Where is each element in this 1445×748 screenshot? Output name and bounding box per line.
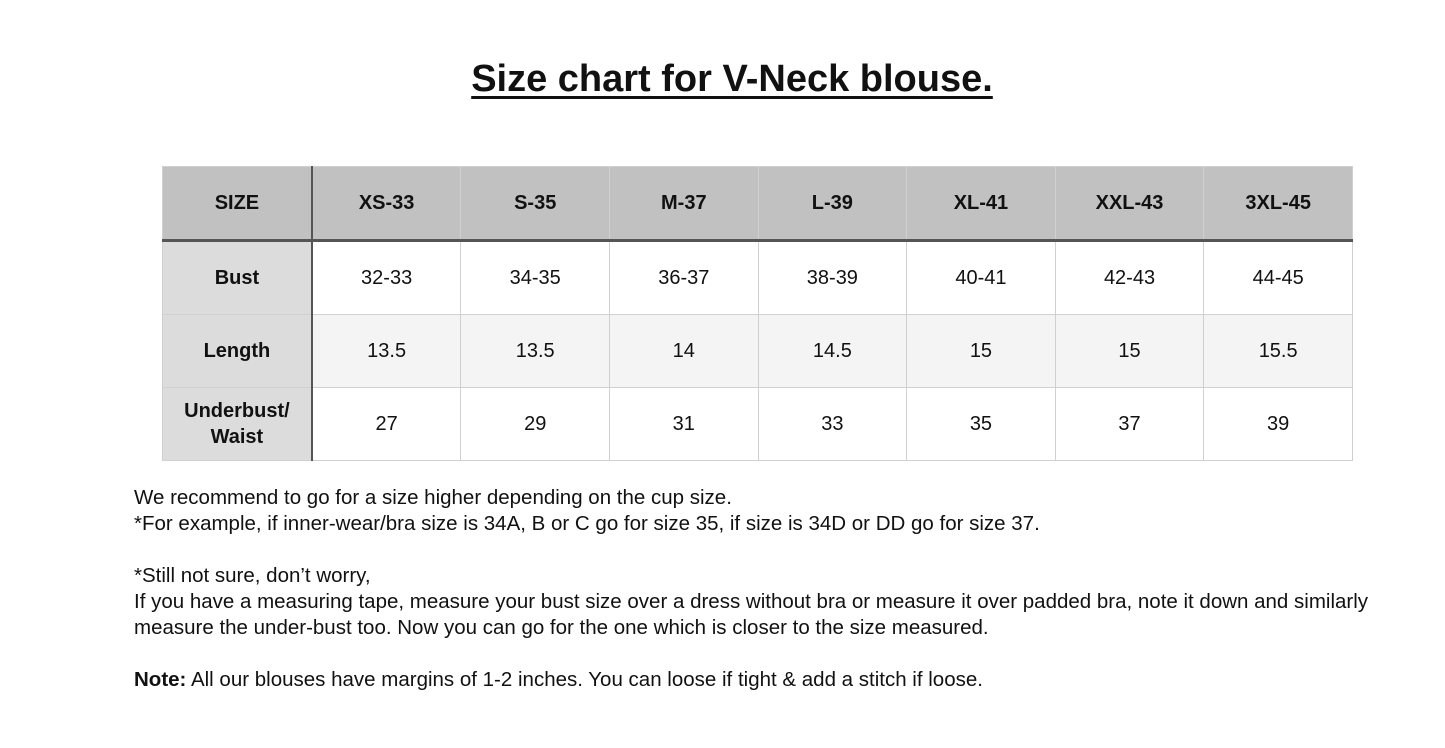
table-cell: 42-43 [1054, 240, 1205, 315]
not-sure-text: *Still not sure, don’t worry, [134, 564, 371, 587]
table-cell: 40-41 [906, 240, 1056, 315]
recommendation-text: We recommend to go for a size higher dep… [134, 486, 732, 509]
table-cell: 33 [757, 387, 908, 461]
table-cell: 37 [1054, 387, 1205, 461]
table-cell: 32-33 [311, 240, 462, 315]
table-row: Bust 32-33 34-35 36-37 38-39 40-41 42-43 44-45 [161, 240, 1353, 315]
table-cell: 35 [906, 387, 1056, 461]
table-row: Length 13.5 13.5 14 14.5 15 15 15.5 [161, 314, 1353, 388]
header-row: SIZE XS-33 S-35 M-37 L-39 XL-41 XXL-43 3XL-45 [161, 166, 1353, 242]
table-cell: 14.5 [757, 314, 908, 388]
table-cell: 29 [460, 387, 611, 461]
table-cell: 15 [906, 314, 1056, 388]
table-cell: 38-39 [757, 240, 908, 315]
column-header: M-37 [609, 166, 759, 242]
note-text: Note: All our blouses have margins of 1-… [134, 667, 1424, 693]
table-cell: 44-45 [1203, 240, 1353, 315]
column-header: SIZE [161, 166, 313, 242]
row-label: Length [161, 314, 313, 388]
measuring-text: If you have a measuring tape, measure yo… [134, 590, 1369, 639]
note-body: All our blouses have margins of 1-2 inch… [186, 668, 983, 691]
row-label: Underbust/ Waist [161, 387, 313, 461]
table-cell: 34-35 [460, 240, 611, 315]
table-cell: 13.5 [460, 314, 611, 388]
table-cell: 39 [1203, 387, 1353, 461]
table-cell: 36-37 [609, 240, 759, 315]
column-header: L-39 [757, 166, 908, 242]
row-label: Bust [161, 240, 313, 315]
column-header: XS-33 [311, 166, 462, 242]
column-header: 3XL-45 [1203, 166, 1353, 242]
column-header: XXL-43 [1054, 166, 1205, 242]
size-chart-table: SIZE XS-33 S-35 M-37 L-39 XL-41 XXL-43 3XL-45 B… [161, 166, 1353, 461]
table-cell: 31 [609, 387, 759, 461]
page-title: Size chart for V-Neck blouse. [471, 58, 993, 100]
table-cell: 13.5 [311, 314, 462, 388]
table-cell: 15.5 [1203, 314, 1353, 388]
table-cell: 14 [609, 314, 759, 388]
table-cell: 27 [311, 387, 462, 461]
note-label: Note: [134, 668, 187, 691]
example-text: *For example, if inner-wear/bra size is … [134, 512, 1040, 535]
column-header: S-35 [460, 166, 611, 242]
notes: We recommend to go for a size higher dep… [134, 485, 1424, 693]
table-row: Underbust/ Waist 27 29 31 33 35 37 39 [161, 387, 1353, 461]
table-cell: 15 [1054, 314, 1205, 388]
column-header: XL-41 [906, 166, 1056, 242]
